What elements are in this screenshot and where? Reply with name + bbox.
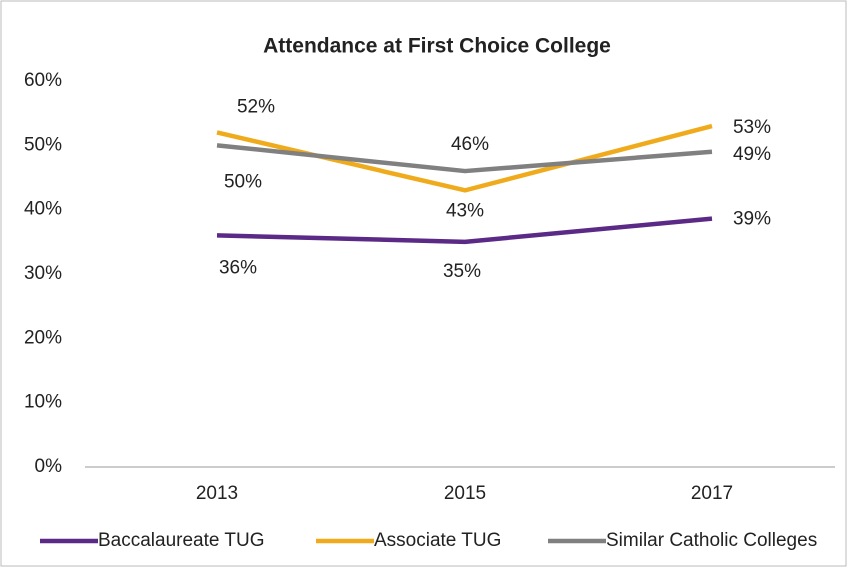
y-tick-label: 20% bbox=[24, 327, 62, 348]
legend-label: Similar Catholic Colleges bbox=[606, 530, 817, 551]
data-label: 43% bbox=[446, 200, 484, 221]
data-label: 46% bbox=[451, 134, 489, 155]
data-label: 36% bbox=[219, 257, 257, 278]
series-line bbox=[216, 143, 713, 174]
series-line bbox=[216, 216, 713, 245]
data-label: 50% bbox=[224, 171, 262, 192]
data-label: 49% bbox=[733, 144, 771, 165]
chart-title: Attendance at First Choice College bbox=[263, 35, 611, 58]
x-tick-label: 2015 bbox=[444, 483, 486, 504]
x-tick-label: 2017 bbox=[691, 483, 733, 504]
y-tick-label: 40% bbox=[24, 199, 62, 220]
data-label: 35% bbox=[443, 261, 481, 282]
y-tick-label: 0% bbox=[35, 456, 63, 477]
y-tick-label: 60% bbox=[24, 70, 62, 91]
data-label: 53% bbox=[733, 117, 771, 138]
data-label: 52% bbox=[237, 96, 275, 117]
legend-label: Associate TUG bbox=[374, 530, 501, 551]
y-tick-label: 50% bbox=[24, 134, 62, 155]
x-tick-label: 2013 bbox=[196, 483, 238, 504]
y-tick-label: 30% bbox=[24, 263, 62, 284]
y-tick-label: 10% bbox=[24, 392, 62, 413]
legend-label: Baccalaureate TUG bbox=[98, 530, 265, 551]
data-label: 39% bbox=[733, 209, 771, 230]
